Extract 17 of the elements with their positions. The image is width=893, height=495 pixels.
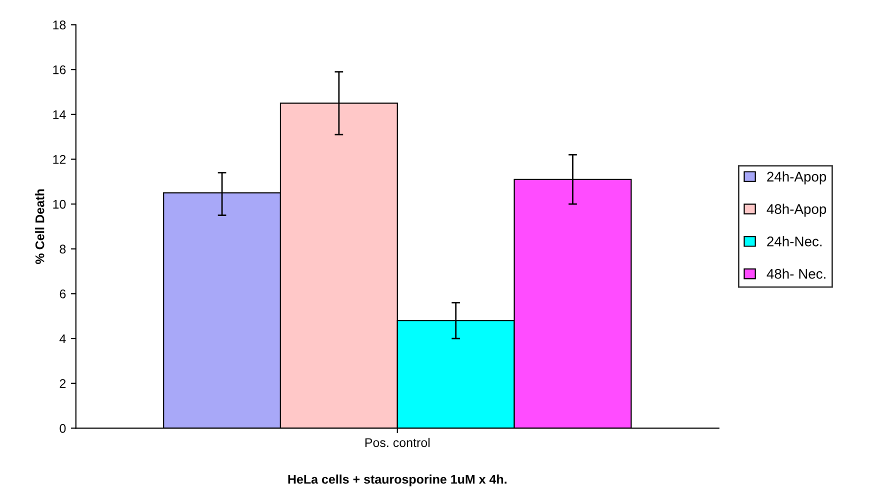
y-axis-title: % Cell Death — [35, 189, 44, 264]
legend-label: 24h-Nec. — [767, 236, 822, 246]
y-tick-label: 18 — [53, 20, 66, 30]
y-tick-label: 14 — [53, 110, 66, 119]
y-tick-label: 0 — [60, 424, 66, 433]
legend-label: 48h-Apop — [766, 204, 826, 217]
y-tick-label: 8 — [60, 244, 66, 254]
legend-label: 24h-Apop — [767, 171, 826, 184]
legend-label: 48h- Nec. — [766, 268, 826, 279]
x-axis-title: HeLa cells + staurosporine 1uM x 4h. — [288, 474, 506, 486]
y-tick-label: 10 — [53, 200, 66, 209]
y-tick-label: 4 — [60, 334, 66, 344]
y-tick-label: 16 — [53, 65, 66, 74]
x-tick-label: Pos. control — [365, 438, 430, 448]
y-tick-label: 12 — [53, 155, 66, 164]
y-tick-label: 6 — [60, 290, 66, 298]
y-tick-label: 2 — [60, 379, 66, 388]
